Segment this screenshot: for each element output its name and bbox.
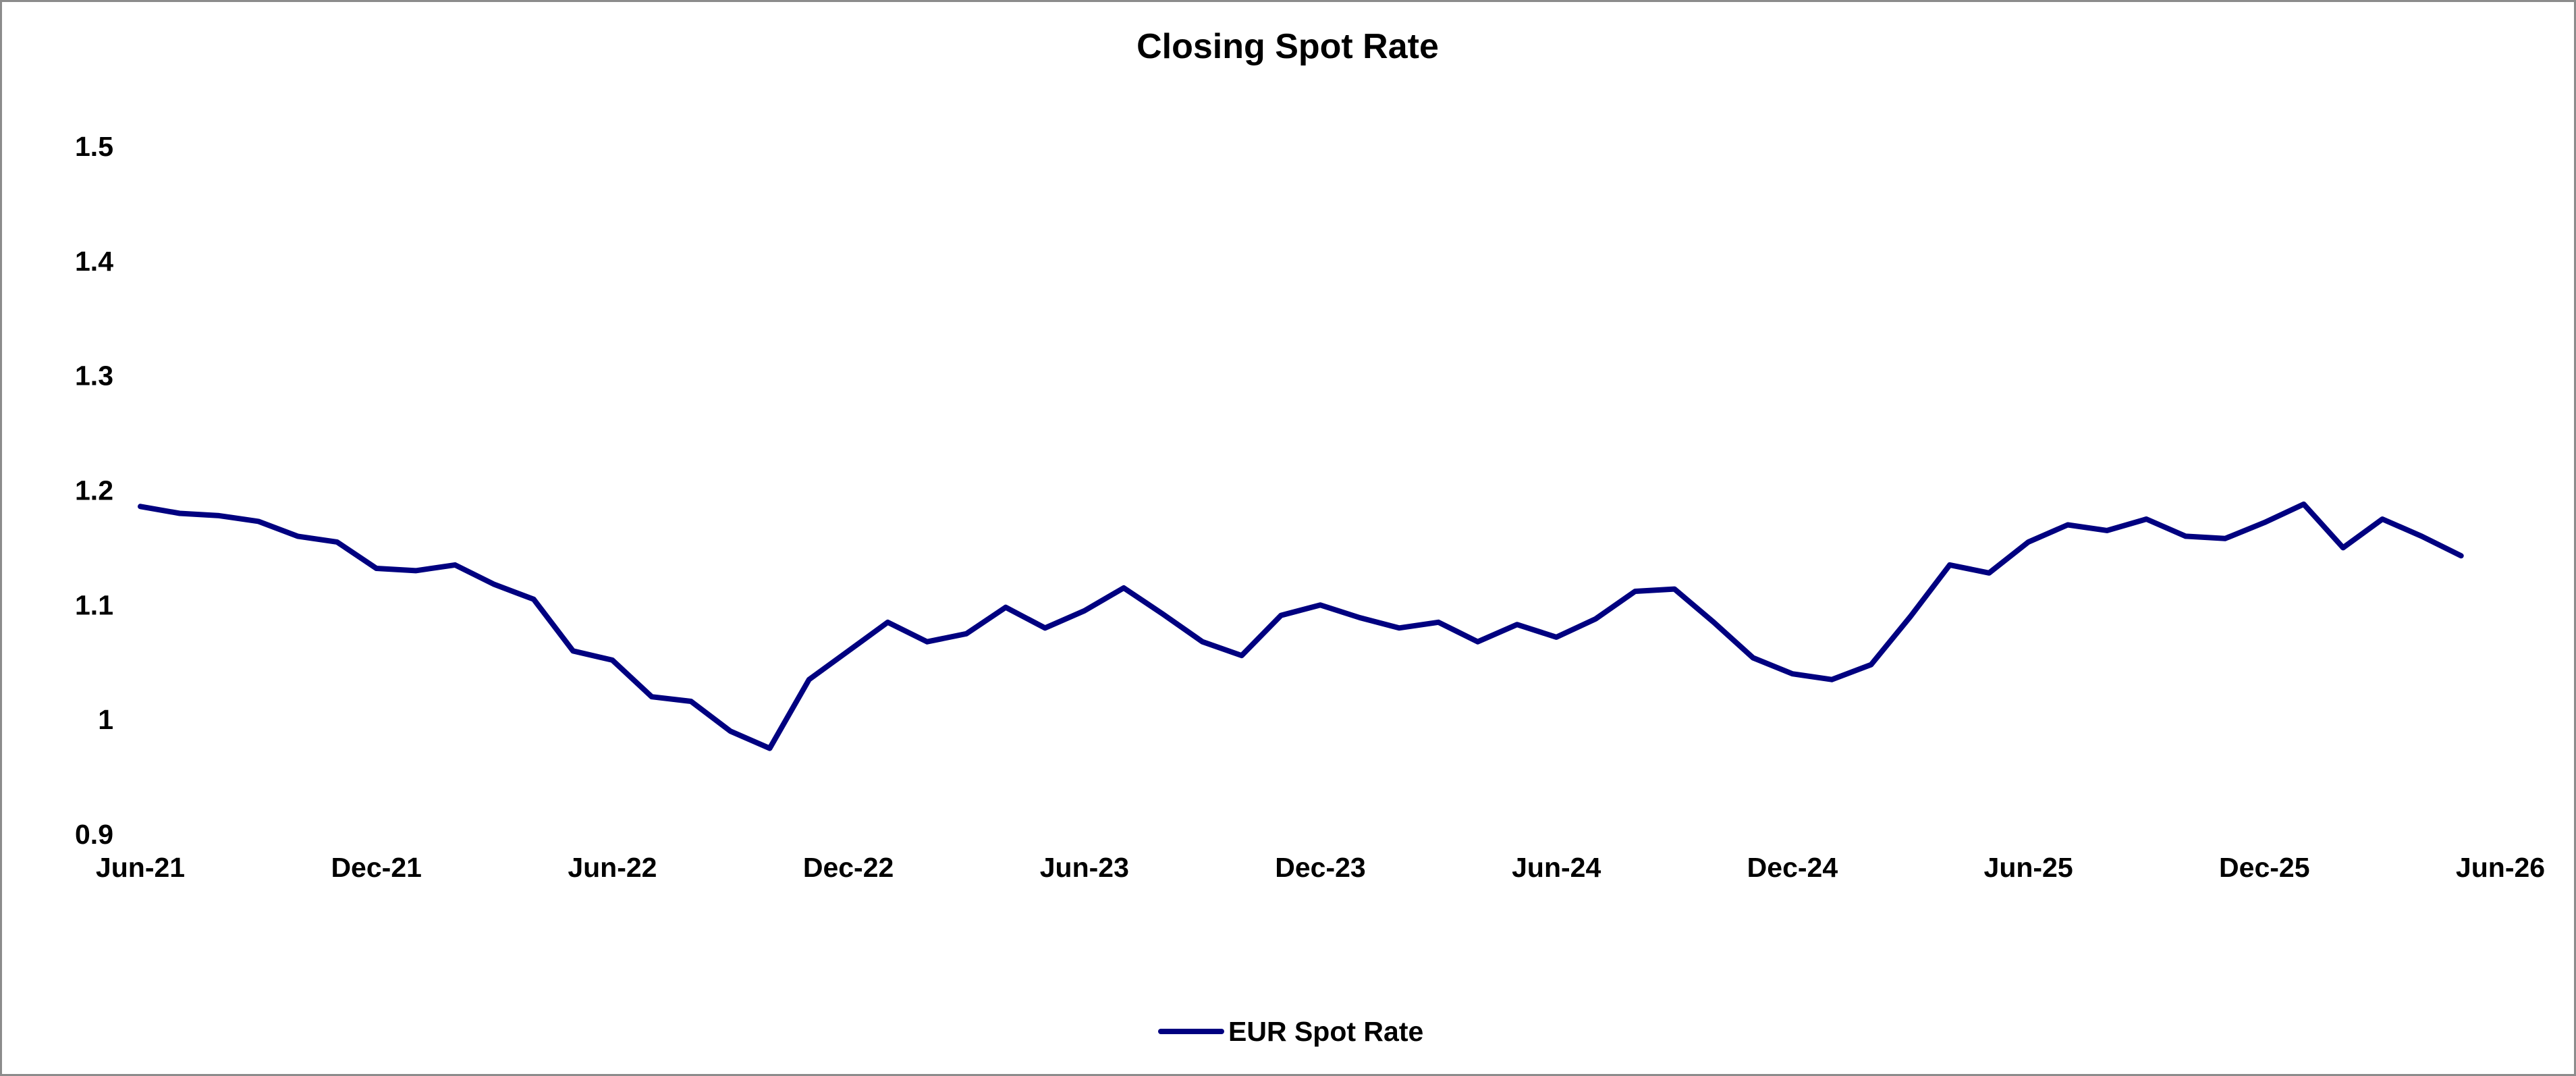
legend-label: EUR Spot Rate xyxy=(1228,1016,1423,1047)
y-tick-label: 1.3 xyxy=(75,360,113,392)
x-tick-label: Jun-25 xyxy=(1984,852,2073,883)
x-tick-label: Jun-26 xyxy=(2456,852,2545,883)
series-line-0 xyxy=(138,501,2464,751)
legend: EUR Spot Rate xyxy=(1158,1016,1423,1047)
y-tick-label: 0.9 xyxy=(75,819,113,850)
x-tick-label: Jun-22 xyxy=(568,852,657,883)
y-tick-label: 1.5 xyxy=(75,131,113,162)
x-tick-label: Jun-24 xyxy=(1512,852,1601,883)
y-tick-label: 1 xyxy=(98,704,113,735)
x-tick-label: Jun-23 xyxy=(1040,852,1129,883)
chart-title: Closing Spot Rate xyxy=(1136,27,1439,66)
x-tick-label: Dec-25 xyxy=(2219,852,2309,883)
y-axis-ticks: 0.9 1 1.1 1.2 1.3 1.4 1.5 xyxy=(75,131,113,850)
x-tick-label: Dec-23 xyxy=(1275,852,1365,883)
x-tick-label: Dec-24 xyxy=(1747,852,1838,883)
y-tick-label: 1.1 xyxy=(75,589,113,620)
x-tick-label: Jun-21 xyxy=(96,852,185,883)
x-tick-label: Dec-21 xyxy=(331,852,421,883)
y-tick-label: 1.2 xyxy=(75,475,113,506)
series-lines xyxy=(138,501,2464,751)
x-axis-ticks: Jun-21 Dec-21 Jun-22 Dec-22 Jun-23 Dec-23 Jun-… xyxy=(96,852,2545,883)
y-tick-label: 1.4 xyxy=(75,246,113,277)
x-tick-label: Dec-22 xyxy=(803,852,894,883)
